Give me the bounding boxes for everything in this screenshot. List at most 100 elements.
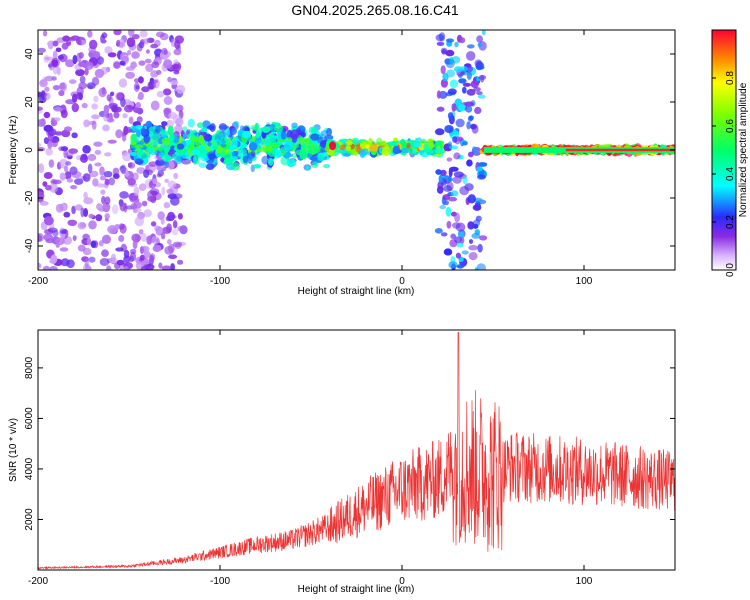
heatmap-cell [419,149,424,156]
heatmap-cell [122,113,128,119]
heatmap-cell [59,247,69,252]
heatmap-cell [444,125,454,133]
heatmap-cell [51,57,60,68]
heatmap-cell [60,232,66,239]
heatmap-cell [161,265,172,270]
heatmap-cell [247,158,253,164]
heatmap-cell [167,76,172,83]
heatmap-cell [61,129,71,138]
heatmap-cell [466,51,476,61]
spectrogram-y-tick-label: -20 [24,190,35,205]
heatmap-cell [481,30,486,36]
heatmap-cell [152,178,158,185]
heatmap-cell [274,151,280,159]
heatmap-cell [54,131,63,136]
heatmap-cell [71,132,78,139]
heatmap-cell [102,234,111,244]
heatmap-cell [163,202,171,209]
heatmap-cell [466,159,473,167]
heatmap-cell [92,178,99,187]
heatmap-cell [61,42,69,50]
heatmap-cell [434,148,445,155]
heatmap-cell [155,158,165,167]
heatmap-cell [458,78,467,84]
heatmap-cell [80,207,85,218]
heatmap-cell [44,92,51,100]
heatmap-cell [133,186,140,197]
heatmap-cell [156,90,165,98]
snr-line [38,332,675,570]
heatmap-cell [445,49,455,57]
heatmap-cell [345,145,351,151]
colorbar-tick-label: 0.0 [725,263,736,277]
heatmap-cell [255,129,260,139]
heatmap-cell [115,129,123,139]
heatmap-cell [138,183,147,191]
heatmap-cell [74,204,83,211]
spectrogram-y-label: Frequency (Hz) [8,116,19,185]
heatmap-cell [45,238,54,244]
heatmap-cell [446,220,452,229]
heatmap-cell [130,133,137,141]
heatmap-cell [166,119,174,128]
heatmap-cell [131,34,140,40]
heatmap-cell [434,228,443,234]
heatmap-cell [78,82,87,90]
heatmap-cell [233,120,239,126]
heatmap-cell [174,39,181,50]
heatmap-cell [142,258,151,265]
heatmap-cell [129,197,140,203]
heatmap-cell [149,140,159,146]
heatmap-cell [167,239,172,245]
heatmap-cell [82,247,92,256]
heatmap-cell [448,167,453,178]
colorbar-ticks: 0.0 0.2 0.4 0.6 0.8 [712,71,736,277]
heatmap-cell [163,96,173,105]
heatmap-cell [44,216,54,226]
heatmap-cell [368,137,373,147]
heatmap-cell [60,146,69,152]
heatmap-cell [451,103,457,112]
heatmap-cell [38,262,42,269]
heatmap-cell [50,254,58,264]
snr-series [38,332,675,570]
spectrogram-x-tick-label: -200 [28,276,48,287]
spectrogram-y-tick-label: 40 [24,48,35,60]
heatmap-cell [339,144,346,151]
heatmap-cell [107,52,117,58]
heatmap-cell [476,166,483,172]
heatmap-cell [454,41,459,48]
heatmap-cell [45,148,53,156]
heatmap-cell [360,141,367,150]
heatmap-cell [461,250,469,255]
heatmap-cell [455,118,465,128]
heatmap-cell [413,142,422,148]
heatmap-cell [43,111,51,119]
heatmap-cell [134,216,144,227]
heatmap-cell [268,150,277,157]
heatmap-cell [283,141,292,152]
heatmap-cell [466,71,472,80]
heatmap-cell [99,175,107,181]
heatmap-cell [476,263,486,270]
heatmap-cell [166,223,173,234]
heatmap-cell [88,213,94,219]
snr-x-tick-label: 100 [576,576,593,587]
heatmap-cell [267,157,274,166]
heatmap-cell [55,237,65,245]
heatmap-cell [116,259,125,266]
heatmap-cell [472,204,482,211]
heatmap-cell [148,161,157,167]
heatmap-cell [43,137,50,145]
heatmap-cell [452,136,458,143]
heatmap-cell [150,79,159,84]
heatmap-cell [64,165,69,173]
heatmap-cell [86,237,92,246]
heatmap-cell [97,56,105,65]
heatmap-cell [98,240,104,247]
heatmap-cell [447,112,454,120]
heatmap-cell [168,243,175,253]
heatmap-cell [118,78,128,88]
